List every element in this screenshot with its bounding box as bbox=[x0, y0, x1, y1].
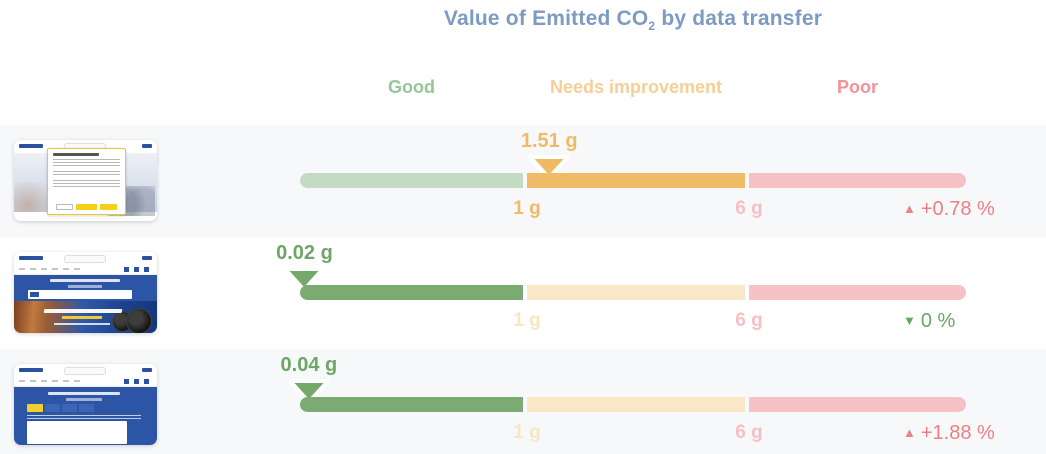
thumb-nav-icons bbox=[124, 267, 152, 272]
up-triangle-icon: ▲ bbox=[903, 425, 916, 440]
thumb-input-chip bbox=[30, 292, 39, 297]
chart-row-vehicle-search-page: 0.04 g 1 g 6 g ▲ +1.88 % bbox=[0, 349, 1046, 454]
thumb-heading-line bbox=[50, 279, 120, 282]
thumb-nav-icons bbox=[124, 379, 152, 384]
bar-segment-poor bbox=[749, 173, 966, 188]
marker-triangle-icon bbox=[528, 155, 571, 180]
hero-text-line bbox=[54, 323, 110, 325]
modal-text-lines bbox=[53, 180, 120, 189]
change-indicator: ▲ +0.78 % bbox=[903, 198, 995, 221]
modal-title-line bbox=[53, 153, 99, 156]
thumb-browser-header bbox=[14, 252, 157, 265]
thumb-hero-banner bbox=[14, 301, 157, 333]
band-label-needs-improvement: Needs improvement bbox=[549, 77, 723, 97]
tick-label-6g: 6 g bbox=[735, 310, 763, 331]
thumb-search-input bbox=[28, 290, 132, 299]
bar-segment-needs-improvement bbox=[527, 285, 745, 300]
page-thumbnail-homepage bbox=[14, 252, 157, 333]
tick-label-6g: 6 g bbox=[735, 198, 763, 219]
modal-text-lines bbox=[53, 171, 120, 177]
thumb-nav-links bbox=[19, 268, 81, 270]
tick-label-1g: 1 g bbox=[513, 198, 541, 219]
modal-button-row bbox=[53, 204, 120, 210]
thumb-blue-body bbox=[14, 387, 157, 445]
chart-title-main: Value of Emitted CO bbox=[443, 7, 649, 30]
michelin-logo-icon bbox=[19, 256, 43, 260]
cookie-consent-modal bbox=[47, 148, 126, 215]
thumb-text-lines bbox=[27, 415, 141, 419]
thumb-search-bar bbox=[64, 367, 106, 375]
thumb-nav-links bbox=[19, 380, 81, 382]
thumb-header-button bbox=[142, 256, 152, 260]
band-label-poor: Poor bbox=[836, 77, 878, 97]
thumb-tab-row bbox=[27, 404, 94, 412]
modal-yellow-button bbox=[76, 204, 97, 210]
tick-label-6g: 6 g bbox=[735, 422, 763, 443]
marker-triangle-icon bbox=[283, 267, 326, 292]
hero-headline-line bbox=[43, 309, 123, 313]
thumb-tab bbox=[79, 404, 94, 412]
thumb-header-button bbox=[142, 144, 152, 148]
chart-row-homepage: 0.02 g 1 g 6 g ▼ 0 % bbox=[0, 237, 1046, 349]
co2-value-label: 0.04 g bbox=[280, 354, 338, 376]
michelin-logo-icon bbox=[19, 368, 43, 372]
modal-outline-button bbox=[56, 204, 73, 210]
thumb-tab bbox=[45, 404, 60, 412]
change-value: +0.78 % bbox=[920, 198, 995, 220]
chart-title-rest: by data transfer bbox=[655, 7, 823, 30]
thumb-subheading-line bbox=[66, 398, 102, 401]
chart-row-cookie-consent-page: 1.51 g 1 g 6 g ▲ +0.78 % bbox=[0, 125, 1046, 237]
thumb-heading-line bbox=[48, 392, 120, 395]
change-value: +1.88 % bbox=[920, 422, 995, 444]
chart-title: Value of Emitted CO2 by data transfer bbox=[300, 7, 966, 33]
co2-value-label: 0.02 g bbox=[276, 242, 333, 264]
thumb-search-bar bbox=[64, 255, 106, 263]
bar-segment-needs-improvement bbox=[527, 397, 745, 412]
thumb-nav-bar bbox=[14, 377, 157, 387]
tire-image bbox=[126, 308, 152, 333]
marker-triangle-icon bbox=[287, 379, 330, 404]
bar-segment-poor bbox=[749, 397, 966, 412]
thumb-active-tab bbox=[27, 404, 43, 412]
change-value: 0 % bbox=[920, 310, 956, 332]
modal-yellow-button bbox=[100, 204, 117, 210]
change-indicator: ▲ +1.88 % bbox=[903, 422, 995, 445]
down-triangle-icon: ▼ bbox=[903, 313, 916, 328]
thumb-nav-bar bbox=[14, 265, 157, 275]
tick-label-1g: 1 g bbox=[513, 310, 541, 331]
hero-yellow-line bbox=[61, 316, 103, 319]
co2-value-label: 1.51 g bbox=[520, 130, 578, 152]
thumb-tab bbox=[62, 404, 77, 412]
bar-segment-good bbox=[300, 285, 523, 300]
bar-segment-needs-improvement bbox=[527, 173, 745, 188]
chart-title-subscript: 2 bbox=[648, 19, 656, 33]
page-thumbnail-vehicle-search bbox=[14, 364, 157, 445]
band-label-good: Good bbox=[388, 77, 435, 97]
thumb-browser-header bbox=[14, 364, 157, 377]
up-triangle-icon: ▲ bbox=[903, 201, 916, 216]
bar-segment-good bbox=[300, 173, 523, 188]
tick-label-1g: 1 g bbox=[513, 422, 541, 443]
page-thumbnail-cookie-consent bbox=[14, 140, 157, 221]
thumb-blue-search-section bbox=[14, 275, 157, 301]
bar-segment-good bbox=[300, 397, 523, 412]
michelin-logo-icon bbox=[19, 144, 43, 148]
thumb-header-button bbox=[142, 368, 152, 372]
thumb-subheading-line bbox=[68, 285, 102, 288]
thumb-dropdown-panel bbox=[27, 421, 127, 444]
bar-segment-poor bbox=[749, 285, 966, 300]
change-indicator: ▼ 0 % bbox=[903, 310, 955, 333]
modal-text-lines bbox=[53, 159, 120, 168]
